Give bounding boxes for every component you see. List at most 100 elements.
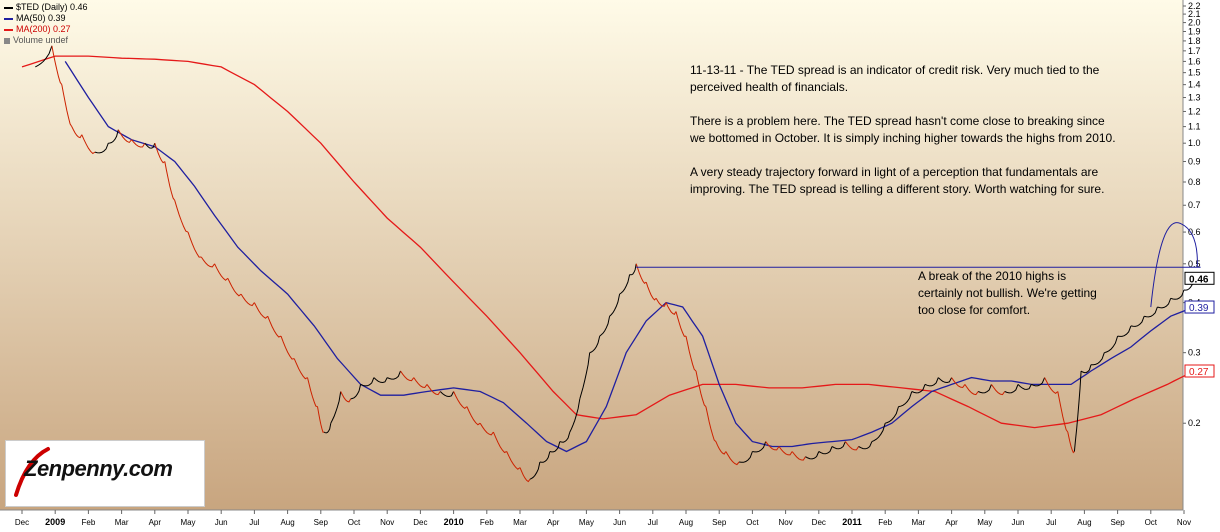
x-tick-label: Mar [513, 518, 527, 527]
series-ted-segment [569, 398, 581, 433]
tag-ma200-box [1184, 364, 1215, 378]
series-ted-segment [340, 391, 352, 403]
y-tick-label: 0.9 [1188, 157, 1201, 167]
series-ted-segment [739, 451, 753, 463]
series-ted-segment [240, 293, 255, 307]
legend-title: $TED (Daily) 0.46 [4, 2, 88, 13]
x-tick-label: Feb [878, 518, 892, 527]
series-ted-segment [330, 391, 342, 424]
series-ted-segment [71, 126, 83, 139]
annotation-paragraph: 11-13-11 - The TED spread is an indicato… [690, 63, 1100, 94]
series-ted-segment [629, 263, 637, 276]
y-tick-label: 1.6 [1188, 56, 1201, 66]
series-ted-segment [715, 441, 727, 455]
series-ted-segment [1067, 431, 1075, 454]
series-ted-segment [439, 391, 455, 398]
x-tick-label: 2011 [842, 517, 862, 527]
price-tags: 0.46 0.39 0.27 [1184, 271, 1215, 378]
x-tick-label: 2009 [45, 517, 65, 527]
series-ted-segment [453, 391, 468, 410]
tag-last-price: 0.46 [1189, 274, 1209, 285]
series-ted-segment [479, 422, 494, 436]
series-ted-segment [609, 293, 621, 317]
series-ted-segment [539, 451, 551, 463]
plot-background [0, 0, 1183, 510]
series-ted-segment [1144, 306, 1158, 318]
series-ted-segment [978, 384, 992, 394]
series-ted-segment [94, 143, 109, 154]
series-ted-segment [765, 441, 780, 451]
series-ted-segment [400, 370, 415, 382]
series-ted-segment [529, 461, 541, 480]
zenpenny-logo: Zenpenny.com [5, 440, 205, 507]
x-tick-label: 2010 [444, 517, 464, 527]
series-ted-segment [705, 406, 717, 442]
series-ted-segment [937, 377, 953, 384]
series-ted-segment [778, 446, 793, 456]
series-ted-segment [964, 384, 979, 396]
series-ted-segment [599, 316, 611, 337]
x-tick-label: Jun [613, 518, 626, 527]
x-tick-label: Feb [82, 518, 96, 527]
legend-ma50: MA(50) 0.39 [4, 13, 88, 24]
series-ted-segment [387, 370, 401, 380]
series-ted-segment [885, 406, 899, 424]
y-tick-label: 1.5 [1188, 68, 1201, 78]
x-tick-label: Jul [1046, 518, 1056, 527]
x-tick-label: Dec [812, 518, 826, 527]
series-ted-segment [1157, 298, 1172, 309]
series-ted-segment [911, 384, 926, 394]
series-ted-segment [144, 142, 156, 149]
x-tick-label: Nov [1177, 518, 1191, 527]
y-tick-label: 2.0 [1188, 18, 1201, 28]
y-tick-label: 1.7 [1188, 46, 1201, 56]
series-ted-segment [506, 451, 521, 470]
x-tick-label: Apr [149, 518, 162, 527]
series-ted-segment [350, 384, 362, 400]
series-ted-segment [1091, 352, 1105, 366]
x-tick-label: Sep [314, 518, 329, 527]
y-tick-label: 2.2 [1188, 1, 1201, 11]
x-tick-label: Aug [679, 518, 693, 527]
x-tick-label: May [977, 518, 992, 527]
series-ted-segment [108, 129, 119, 144]
series-ted-segment [1170, 289, 1185, 300]
logo-swoosh-icon [14, 447, 50, 497]
series-ted-segment [898, 391, 913, 408]
x-tick-label: Sep [1110, 518, 1125, 527]
series-ted-segment [589, 335, 601, 354]
x-tick-label: Mar [912, 518, 926, 527]
x-tick-label: Feb [480, 518, 494, 527]
series-ted-segment [655, 298, 667, 307]
x-tick-label: Mar [115, 518, 129, 527]
x-tick-label: Sep [712, 518, 727, 527]
series-ted-segment [200, 256, 216, 268]
series-ted-segment [858, 441, 873, 450]
series-ted-segment [51, 45, 63, 85]
series-ted-segment [227, 278, 242, 297]
series-ted-segment [492, 431, 507, 454]
y-tick-label: 0.3 [1188, 348, 1201, 358]
x-tick-label: Jul [648, 518, 658, 527]
y-tick-label: 1.3 [1188, 93, 1201, 103]
series-ted-segment [549, 441, 561, 453]
y-tick-label: 1.4 [1188, 80, 1201, 90]
series-ted-segment [685, 335, 697, 372]
legend-ma200: MA(200) 0.27 [4, 24, 88, 35]
series-ted-segment [1031, 377, 1046, 387]
x-tick-label: Jun [1012, 518, 1025, 527]
series-ted-segment [924, 377, 939, 387]
series-ted-segment [818, 446, 833, 455]
x-tick-label: Aug [1077, 518, 1091, 527]
annotation-main: 11-13-11 - The TED spread is an indicato… [690, 62, 1120, 215]
x-tick-label: Jul [249, 518, 259, 527]
series-ted-segment [791, 451, 806, 461]
legend-volume: Volume undef [4, 35, 88, 46]
annotation-paragraph: A very steady trajectory forward in ligh… [690, 165, 1105, 196]
series-ted-segment [253, 302, 269, 319]
x-tick-label: Dec [15, 518, 29, 527]
series-ted-segment [805, 451, 820, 460]
logo-text: Zenpenny.com [24, 456, 173, 481]
